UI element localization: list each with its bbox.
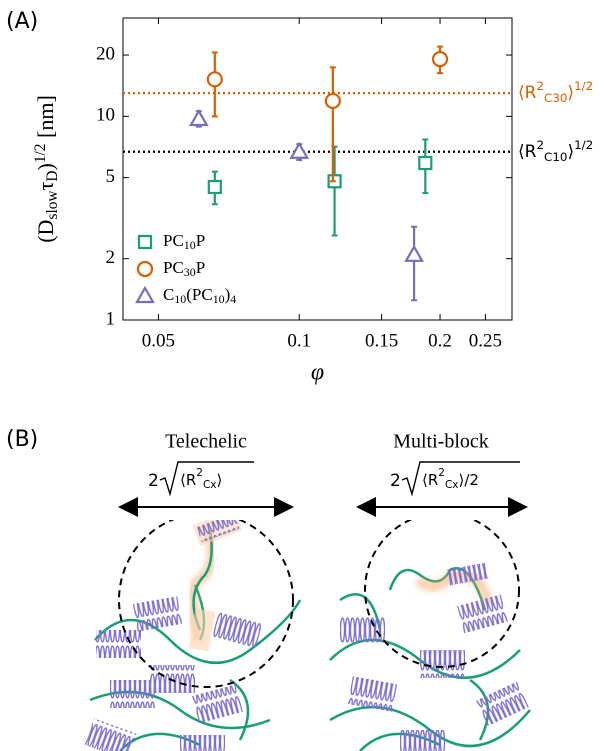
marker [206, 71, 223, 88]
y-tick-label: 2 [106, 247, 116, 268]
x-tick-label: 0.15 [365, 330, 398, 351]
formula: ⟨R2Cx⟩/2 [422, 467, 479, 491]
marker [431, 51, 449, 68]
text-part: 2 [196, 467, 203, 479]
legend-marker [137, 234, 153, 250]
x-tick-label: 0.05 [142, 330, 175, 351]
text-part: ⟩/2 [459, 471, 479, 489]
formula-factor: 2 [390, 471, 401, 491]
text-part: ⟨R [180, 471, 196, 489]
marker [404, 244, 424, 262]
marker [188, 108, 209, 127]
text-part: ⟨R [518, 83, 537, 103]
text-part: τ [33, 181, 58, 190]
text-part: ⟨R [518, 142, 537, 162]
plot-frame [122, 17, 513, 321]
legend-marker [135, 285, 155, 304]
formula-factor: 2 [148, 471, 159, 491]
legend-label: C10(PC10)4 [163, 285, 236, 306]
panel-label: (A) [6, 9, 38, 34]
text-part: ⟩ [217, 471, 223, 489]
diagram-title: Telechelic [165, 431, 247, 453]
text-part: C30 [544, 91, 567, 105]
diagram-title: Multi-block [393, 431, 489, 453]
y-tick-label: 10 [96, 105, 115, 126]
text-part: [nm] [33, 95, 58, 143]
telechelic-sketch [84, 520, 302, 751]
text-part: ⟩ [567, 83, 574, 103]
text-part: 2 [536, 137, 544, 151]
text-part: Cx [203, 479, 217, 491]
text-part: 2 [438, 467, 445, 479]
marker [289, 141, 310, 159]
marker [207, 179, 222, 195]
text-part: ) [33, 163, 58, 170]
text-part: (D [33, 220, 58, 243]
y-axis-label: (DslowτD)1/2 [nm] [32, 95, 61, 243]
text-part: D [44, 171, 61, 182]
radical [401, 461, 520, 497]
text-part: C10 [544, 149, 567, 163]
text-part: 2 [536, 79, 544, 93]
formula: ⟨R2Cx⟩ [180, 467, 222, 491]
text-part: Cx [445, 479, 459, 491]
y-tick-label: 20 [96, 43, 115, 64]
radical [159, 461, 254, 497]
x-axis-label: φ [311, 360, 324, 386]
text-part: ⟨R [422, 471, 438, 489]
x-tick-label: 0.2 [428, 330, 452, 351]
x-tick-label: 0.25 [469, 330, 502, 351]
text-part: 1/2 [32, 144, 49, 164]
legend-marker [136, 260, 154, 278]
text-part: 1/2 [574, 79, 593, 93]
marker [418, 155, 433, 171]
reference-label: ⟨R2C30⟩1/2 [518, 79, 593, 105]
y-tick-label: 1 [106, 308, 116, 329]
text-part: slow [44, 190, 61, 220]
reference-label: ⟨R2C10⟩1/2 [518, 137, 593, 163]
text-part: ⟩ [567, 142, 574, 162]
legend-label: PC30P [163, 258, 205, 279]
panel-label: (B) [6, 427, 38, 452]
legend-label: PC10P [163, 231, 205, 252]
marker [324, 92, 341, 110]
text-part: 1/2 [574, 137, 593, 151]
x-tick-label: 0.1 [287, 330, 311, 351]
y-tick-label: 5 [106, 166, 116, 187]
multiblock-sketch [329, 520, 531, 751]
